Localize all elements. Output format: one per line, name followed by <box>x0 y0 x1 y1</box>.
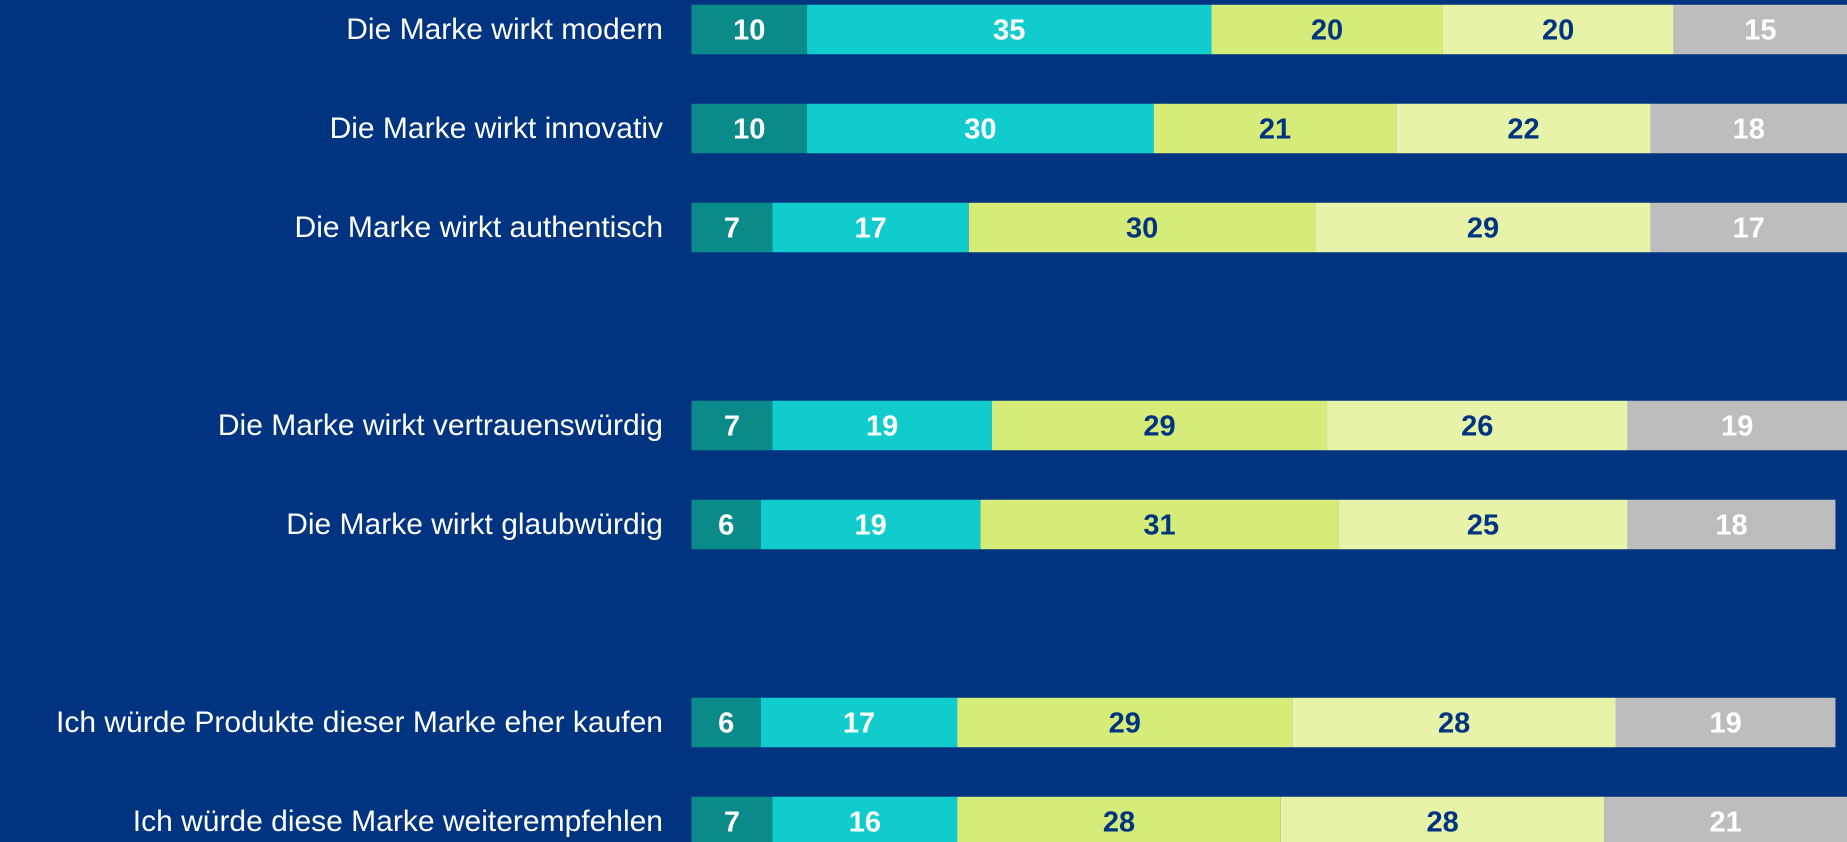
bar-segment <box>1673 4 1847 55</box>
value-label: 18 <box>1715 510 1747 542</box>
bar-segment <box>1627 400 1847 451</box>
bar-segment <box>1396 103 1651 154</box>
bar-segment <box>957 796 1281 842</box>
value-label: 29 <box>1467 213 1499 245</box>
value-label: 30 <box>964 114 996 146</box>
category-label: Die Marke wirkt modern <box>346 13 663 46</box>
bar-segment <box>957 697 1293 748</box>
value-label: 26 <box>1461 411 1493 443</box>
bar-segment <box>691 697 761 748</box>
bar-segment <box>968 202 1316 253</box>
value-label: 21 <box>1259 114 1291 146</box>
value-label: 19 <box>1710 708 1742 740</box>
bar-segment <box>772 202 969 253</box>
bar-segment <box>1650 202 1847 253</box>
bar-segment <box>1315 202 1651 253</box>
bar-segment <box>691 103 808 154</box>
bar-segment <box>691 499 761 550</box>
value-label: 22 <box>1507 114 1539 146</box>
value-label: 29 <box>1143 411 1175 443</box>
bar-segment <box>760 697 958 748</box>
value-label: 17 <box>1733 213 1765 245</box>
value-label: 10 <box>733 15 765 47</box>
value-label: 28 <box>1438 708 1470 740</box>
category-label: Ich würde Produkte dieser Marke eher kau… <box>56 706 663 739</box>
bar-segment <box>691 796 773 842</box>
value-label: 28 <box>1103 807 1135 839</box>
value-label: 7 <box>724 411 740 443</box>
value-label: 28 <box>1426 807 1458 839</box>
value-label: 10 <box>733 114 765 146</box>
category-label: Die Marke wirkt glaubwürdig <box>286 508 663 541</box>
value-label: 18 <box>1733 114 1765 146</box>
value-label: 17 <box>843 708 875 740</box>
value-label: 6 <box>718 708 734 740</box>
bar-segment <box>691 4 808 55</box>
value-label: 19 <box>866 411 898 443</box>
value-label: 20 <box>1311 15 1343 47</box>
value-label: 30 <box>1126 213 1158 245</box>
bar-segment <box>1650 103 1847 154</box>
bar-segment <box>691 202 773 253</box>
value-label: 19 <box>1721 411 1753 443</box>
bar-segment <box>1604 796 1847 842</box>
value-label: 25 <box>1467 510 1499 542</box>
bar-segment <box>807 4 1212 55</box>
bar-segment <box>1211 4 1443 55</box>
value-label: 15 <box>1744 15 1776 47</box>
bar-segment <box>1615 697 1836 748</box>
bar-segment <box>980 499 1339 550</box>
category-label: Die Marke wirkt innovativ <box>330 112 663 145</box>
category-label: Die Marke wirkt authentisch <box>295 211 663 244</box>
bar-segment <box>1627 499 1836 550</box>
bar-segment <box>807 103 1154 154</box>
bar-segment <box>772 796 958 842</box>
value-label: 6 <box>718 510 734 542</box>
category-label: Ich würde diese Marke weiterempfehlen <box>133 805 663 838</box>
bar-segment <box>691 400 773 451</box>
value-label: 7 <box>724 807 740 839</box>
value-label: 31 <box>1143 510 1175 542</box>
value-label: 29 <box>1109 708 1141 740</box>
value-label: 19 <box>854 510 886 542</box>
bar-segment <box>1442 4 1674 55</box>
bar-segment <box>1280 796 1605 842</box>
bar-segment <box>760 499 981 550</box>
bar-segment <box>772 400 992 451</box>
bar-segment <box>1292 697 1616 748</box>
bar-segment <box>1327 400 1628 451</box>
bar-segment <box>1153 103 1397 154</box>
value-label: 16 <box>849 807 881 839</box>
value-label: 17 <box>854 213 886 245</box>
bar-segment <box>991 400 1328 451</box>
category-label: Die Marke wirkt vertrauenswürdig <box>218 409 663 442</box>
value-label: 20 <box>1542 15 1574 47</box>
value-label: 7 <box>724 213 740 245</box>
bar-segment <box>1338 499 1628 550</box>
value-label: 21 <box>1710 807 1742 839</box>
value-label: 35 <box>993 15 1025 47</box>
